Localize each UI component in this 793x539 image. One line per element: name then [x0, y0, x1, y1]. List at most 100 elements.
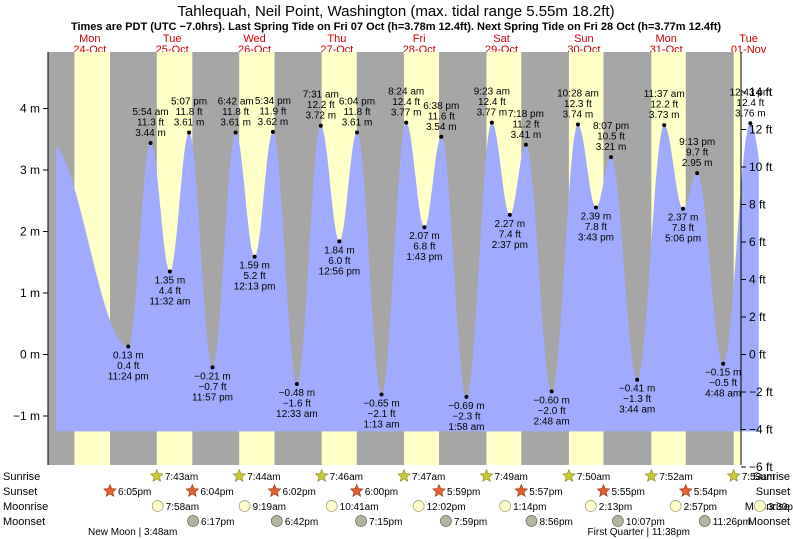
moonset-icon — [525, 515, 538, 527]
sunrise-time: 7:46am — [330, 472, 363, 483]
low-tide-label: −0.60 m — [533, 395, 569, 406]
low-tide-label: 6.8 ft — [413, 242, 435, 253]
low-tide-label: 7.8 ft — [672, 223, 694, 234]
high-tide-point — [233, 130, 238, 135]
low-tide-label: 5.2 ft — [243, 271, 265, 282]
left-axis-tick-label: 3 m — [20, 163, 40, 177]
low-tide-label: 1.59 m — [239, 261, 270, 272]
high-tide-label: 12.4 ft — [478, 97, 506, 108]
moonset-time: 10:07pm — [626, 517, 665, 528]
high-tide-point — [148, 140, 153, 145]
low-tide-label: 2.37 m — [668, 213, 699, 224]
sunset-time: 5:57pm — [529, 487, 562, 498]
low-tide-point — [210, 365, 215, 370]
moonrise-icon — [151, 500, 164, 512]
sunset-time: 5:59pm — [447, 487, 480, 498]
moonrise-time: 12:02pm — [427, 502, 466, 513]
moonrise-icon — [499, 500, 511, 512]
sunrise-icon — [397, 468, 411, 482]
tide-curve — [56, 122, 759, 432]
sunrise-icon — [314, 468, 329, 482]
high-tide-label: 11:37 am — [644, 89, 685, 100]
high-tide-label: 11.6 ft — [428, 111, 455, 122]
day-name-label: Mon — [656, 33, 677, 45]
low-tide-label: 2.39 m — [581, 212, 612, 223]
high-tide-label: 3.54 m — [426, 122, 457, 133]
right-axis-tick-label: 4 ft — [749, 273, 766, 287]
low-tide-point — [422, 225, 427, 230]
moonrise-time: 10:41am — [340, 502, 379, 513]
moonset-time: 7:59pm — [454, 517, 487, 528]
high-tide-point — [609, 155, 614, 160]
low-tide-label: −2.0 ft — [538, 406, 566, 417]
day-name-label: Sun — [574, 33, 594, 45]
row-label-right: Sunset — [756, 486, 790, 498]
moonrise-icon — [325, 500, 338, 512]
sunset-icon — [103, 483, 117, 497]
right-axis-tick-label: 8 ft — [749, 198, 766, 212]
moonrise-time: 1:14pm — [513, 502, 546, 513]
low-tide-point — [126, 344, 131, 349]
high-tide-label: 5:34 pm — [255, 96, 291, 107]
high-tide-label: 11.9 ft — [259, 106, 286, 117]
sunrise-time: 7:43am — [165, 472, 198, 483]
moonrise-icon — [238, 500, 251, 512]
row-label-left: Sunrise — [3, 471, 40, 483]
moonset-time: 6:17pm — [201, 517, 234, 528]
sunset-time: 5:54pm — [694, 487, 727, 498]
low-tide-label: 4.4 ft — [159, 286, 181, 297]
day-name-label: Wed — [243, 33, 265, 45]
right-axis-tick-label: −6 ft — [749, 460, 773, 474]
low-tide-label: −0.41 m — [619, 384, 655, 395]
sunrise-time: 7:44am — [247, 472, 280, 483]
low-tide-point — [337, 239, 342, 244]
sunrise-time: 7:53am — [742, 472, 775, 483]
high-tide-label: 9:13 pm — [679, 137, 715, 148]
right-axis-tick-label: 0 ft — [749, 348, 766, 362]
high-tide-label: 3.73 m — [649, 110, 680, 121]
chart-title: Tahlequah, Neil Point, Washington (max. … — [177, 3, 614, 20]
high-tide-label: 8:24 am — [388, 87, 424, 98]
row-label-left: Sunset — [3, 486, 37, 498]
moonset-time: 11:26pm — [713, 517, 751, 528]
low-tide-point — [721, 361, 726, 366]
left-axis-tick-label: 1 m — [20, 286, 40, 300]
right-axis-tick-label: −2 ft — [749, 385, 773, 399]
sunrise-icon — [479, 468, 494, 482]
sunset-time: 6:04pm — [200, 487, 233, 498]
moonrise-icon — [584, 500, 597, 512]
high-tide-label: 3.72 m — [306, 111, 337, 122]
day-name-label: Tue — [739, 33, 758, 45]
moonrise-time: 9:19am — [253, 502, 286, 513]
low-tide-point — [379, 392, 384, 397]
left-axis-tick-label: 0 m — [20, 348, 40, 362]
low-tide-label: −0.7 ft — [198, 382, 226, 393]
sunset-time: 6:02pm — [283, 487, 316, 498]
high-tide-label: 9.7 ft — [686, 148, 708, 159]
low-tide-label: −0.69 m — [448, 401, 484, 412]
high-tide-point — [404, 120, 409, 125]
high-tide-label: 3.41 m — [511, 130, 542, 141]
low-tide-label: 7.4 ft — [499, 229, 521, 240]
low-tide-label: −1.6 ft — [283, 399, 311, 410]
low-tide-label: −0.48 m — [279, 388, 315, 399]
moonset-time: 7:15pm — [369, 517, 402, 528]
high-tide-label: 11.8 ft — [343, 107, 370, 118]
high-tide-point — [439, 134, 444, 139]
day-name-label: Sat — [493, 33, 510, 45]
moon-phase-first-quarter-label: First Quarter | 11:38pm — [588, 527, 690, 538]
low-tide-label: −1.3 ft — [623, 394, 651, 405]
moonset-time: 6:42pm — [285, 517, 318, 528]
low-tide-point — [167, 269, 172, 274]
row-label-right: Moonset — [748, 516, 790, 528]
right-axis-tick-label: 6 ft — [749, 235, 766, 249]
right-axis-tick-label: 14 ft — [749, 85, 773, 99]
high-tide-point — [575, 122, 580, 127]
high-tide-label: 3.61 m — [342, 117, 373, 128]
sunset-icon — [596, 483, 611, 497]
high-tide-label: 12.2 ft — [650, 100, 678, 111]
sunset-icon — [432, 483, 446, 497]
